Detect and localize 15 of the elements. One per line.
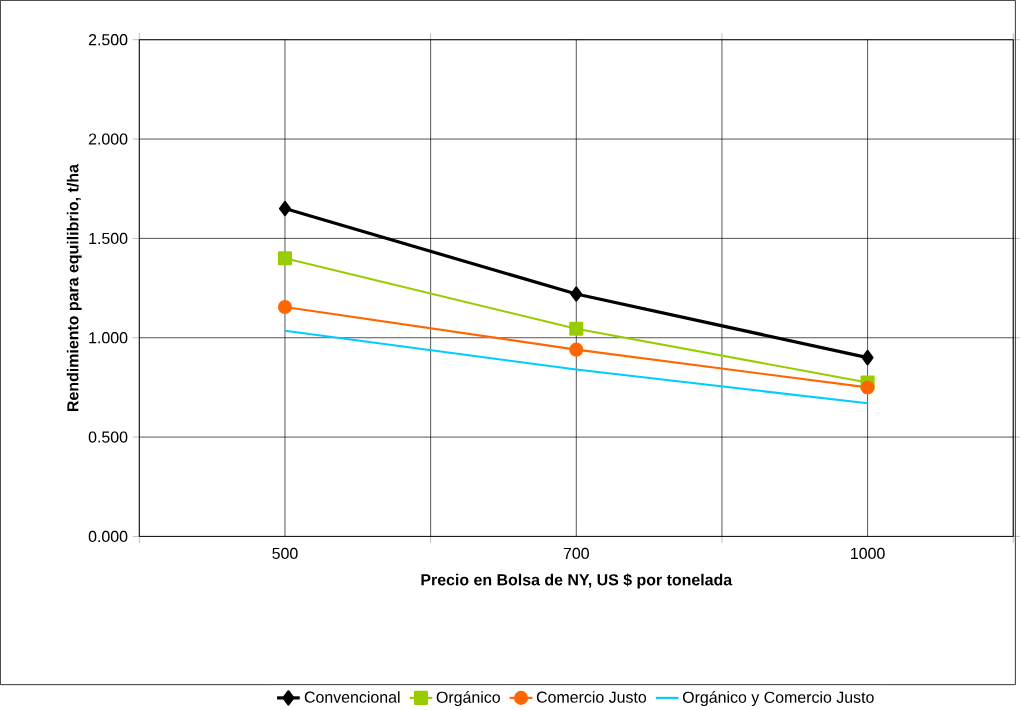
legend-label: Convencional [304, 691, 400, 703]
y-axis-title: Rendimiento para equilibrio, t/ha [66, 163, 82, 411]
x-tick-label: 1000 [851, 547, 885, 560]
y-tick-label: 0.500 [88, 431, 128, 443]
y-tick-label: 0.000 [88, 530, 128, 543]
legend-label: Orgánico [436, 691, 500, 707]
y-tick-label: 2.500 [88, 34, 128, 46]
x-tick-label: 700 [563, 547, 589, 560]
x-axis-title: Precio en Bolsa de NY, US $ por tonelada [421, 573, 733, 589]
y-tick-label: 2.000 [88, 133, 128, 145]
legend-label: Orgánico y Comercio Justo [682, 691, 874, 707]
y-tick-label: 1.000 [89, 332, 128, 344]
x-tick-label: 500 [272, 547, 298, 560]
y-tick-label: 1.500 [89, 232, 128, 244]
legend-label: Comercio Justo [536, 691, 647, 703]
